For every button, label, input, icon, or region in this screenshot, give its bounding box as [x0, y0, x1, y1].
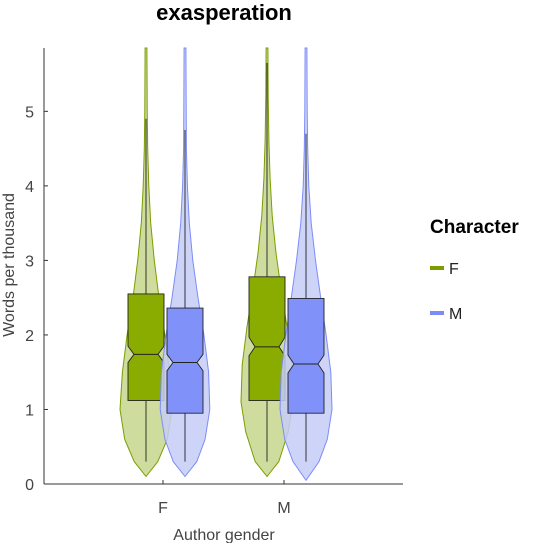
- y-tick-label: 0: [25, 477, 34, 494]
- box-series-f-f: [127, 293, 165, 401]
- y-axis-label: Words per thousand: [1, 193, 18, 337]
- chart-title: exasperation: [156, 0, 292, 25]
- y-tick-label: 2: [25, 328, 34, 345]
- axes: 0 1 2 3 4 5 F M: [25, 48, 403, 517]
- y-tick-label: 4: [25, 179, 34, 196]
- legend-title: Character: [430, 217, 519, 238]
- x-tick-label: M: [277, 500, 290, 517]
- x-axis-label: Author gender: [173, 527, 275, 543]
- y-tick-label: 1: [25, 402, 34, 419]
- x-tick-label: F: [158, 500, 168, 517]
- legend-label-m: M: [449, 306, 462, 323]
- box-series-f-m: [248, 276, 286, 401]
- legend-label-f: F: [449, 261, 459, 278]
- legend: Character F M: [430, 217, 519, 323]
- y-tick-label: 5: [25, 104, 34, 121]
- plot-area: [119, 47, 333, 482]
- y-tick-label: 3: [25, 253, 34, 270]
- box-series-m-m: [287, 297, 325, 414]
- box-series-m-f: [166, 307, 204, 414]
